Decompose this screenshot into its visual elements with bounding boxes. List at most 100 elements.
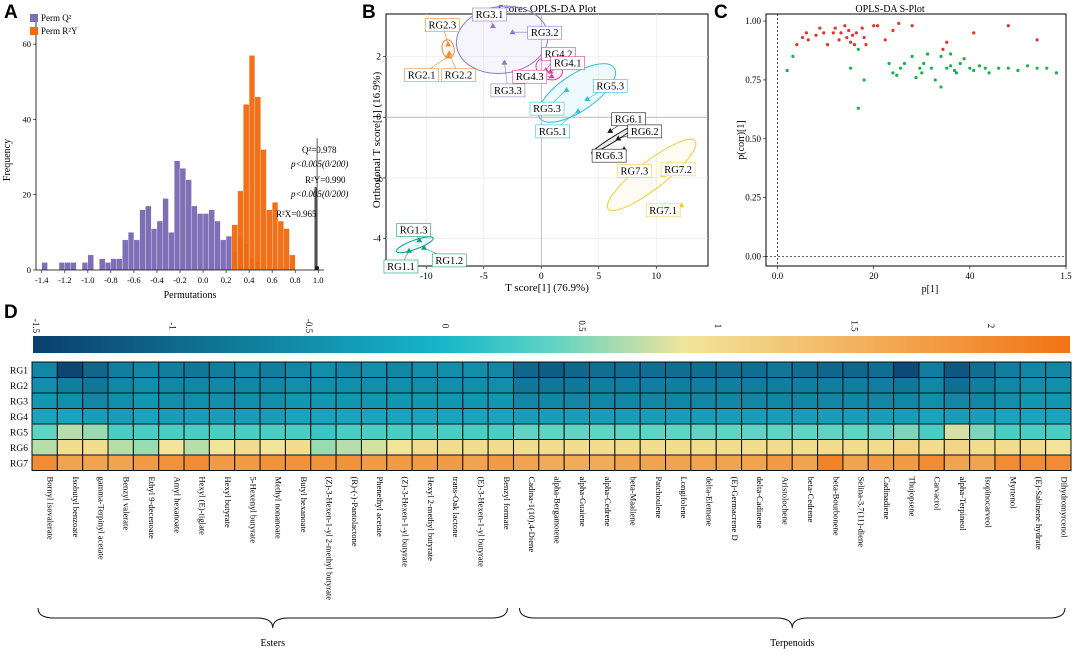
s-plot-point-green [945,66,949,70]
heatmap-cell [867,408,895,425]
s-plot-point-red [945,40,949,44]
y-tick-label: 60 [23,39,32,49]
heatmap-cell [842,392,869,409]
heatmap-cell [82,392,109,409]
heatmap-cell [918,377,945,394]
score-point-rg5 [575,108,582,114]
x-tick-label: 0.0 [198,275,209,285]
heatmap-cell [639,377,667,394]
heatmap-cell [462,439,489,456]
histogram-bar-q2 [133,239,140,271]
plot-frame [385,13,709,267]
heatmap-cell [386,408,413,425]
heatmap-cell [943,392,971,409]
y-tick-label: 0 [376,113,381,123]
heatmap-cell [867,392,895,409]
heatmap-cell [360,439,388,456]
histogram-bar-q2 [122,239,129,271]
heatmap-column-label: Benzyl formate [502,477,512,530]
heatmap-cell [31,439,58,456]
histogram-bar-r2y [277,220,284,271]
heatmap-cell [411,377,438,394]
heatmap-cell [360,361,388,378]
heatmap-cell [512,423,540,440]
heatmap-cell [335,392,362,409]
heatmap-column-label: Isopinocarveol [983,477,993,529]
s-plot-point-green [862,78,866,82]
score-label: RG2.3 [428,21,456,32]
histogram-bar-q2 [168,232,175,271]
s-plot-point-red [941,47,945,51]
heatmap-cell [259,392,286,409]
heatmap-cell [842,439,869,456]
legend-label-q2: Perm Q² [41,13,72,23]
heatmap-cell [563,439,591,456]
heatmap-cell [538,361,565,378]
s-plot-point-green [920,71,924,75]
heatmap-cell [462,408,489,425]
heatmap-cell [741,408,768,425]
heatmap-cell [259,439,286,456]
heatmap-cell [690,392,717,409]
x-tick-label: 5 [596,272,601,282]
score-point-rg2 [446,50,453,56]
heatmap-cell [614,361,641,378]
y-tick-label: 0.75 [745,75,761,85]
heatmap-cell [918,392,945,409]
score-label-box [431,253,467,268]
heatmap-row-label: RG7 [10,459,28,469]
s-plot-point-green [910,54,914,58]
heatmap-cell [842,377,869,394]
heatmap-cell [665,408,692,425]
score-point-rg1 [420,244,427,250]
s-plot-point-red [845,35,849,40]
score-label-box [490,83,526,98]
s-plot-point-red [822,31,826,35]
s-plot-point-red [860,26,864,30]
heatmap-cell [943,423,971,440]
heatmap-cell [411,454,438,471]
heatmap-cell [639,454,667,471]
score-label: RG4.2 [545,49,573,60]
heatmap-column-label: delta-Elemene [705,477,715,527]
s-plot-point-green [1006,66,1010,70]
histogram-bar-q2 [104,262,112,271]
s-plot-point-red [847,28,851,33]
histogram-bar-q2 [87,254,94,271]
heatmap-cell [386,439,413,456]
heatmap-cell [56,377,84,394]
score-point-rg4 [547,68,554,74]
heatmap-cell [335,361,362,378]
y-axis-title: Orthogonal T score[1] (16.9%) [371,71,383,208]
s-plot-point-green [972,68,976,73]
heatmap-cell [639,361,667,378]
s-plot-point-green [929,66,933,70]
histogram-bar-q2 [179,168,186,271]
heatmap-cell [1019,423,1047,440]
s-plot-point-green [918,66,922,70]
heatmap-cell [183,361,210,378]
heatmap-cell [690,377,717,394]
heatmap-cell [791,439,819,456]
x-tick-label: 0.0 [772,271,784,281]
histogram-bar-q2 [110,258,117,271]
heatmap-column-label: Phenethyl acetate [375,477,385,538]
y-tick-label: 0.50 [745,134,761,144]
heatmap-cell [1019,408,1047,425]
s-plot-point-red [910,24,914,28]
s-plot-point-green [962,57,966,61]
s-plot-point-green [895,73,899,77]
heatmap-cell [335,423,362,440]
s-plot-point-green [902,61,907,66]
heatmap-cell [386,423,413,440]
heatmap-cell [1045,423,1072,440]
histogram-bar-q2 [185,179,192,271]
heatmap-cell [791,408,819,425]
heatmap-cell [259,423,286,440]
score-label-box [396,223,431,237]
heatmap-cell [158,454,185,471]
group-brace-terpenoids [518,607,1066,629]
heatmap-cell [259,408,286,425]
heatmap-cell [893,423,920,440]
heatmap-cell [208,454,236,471]
